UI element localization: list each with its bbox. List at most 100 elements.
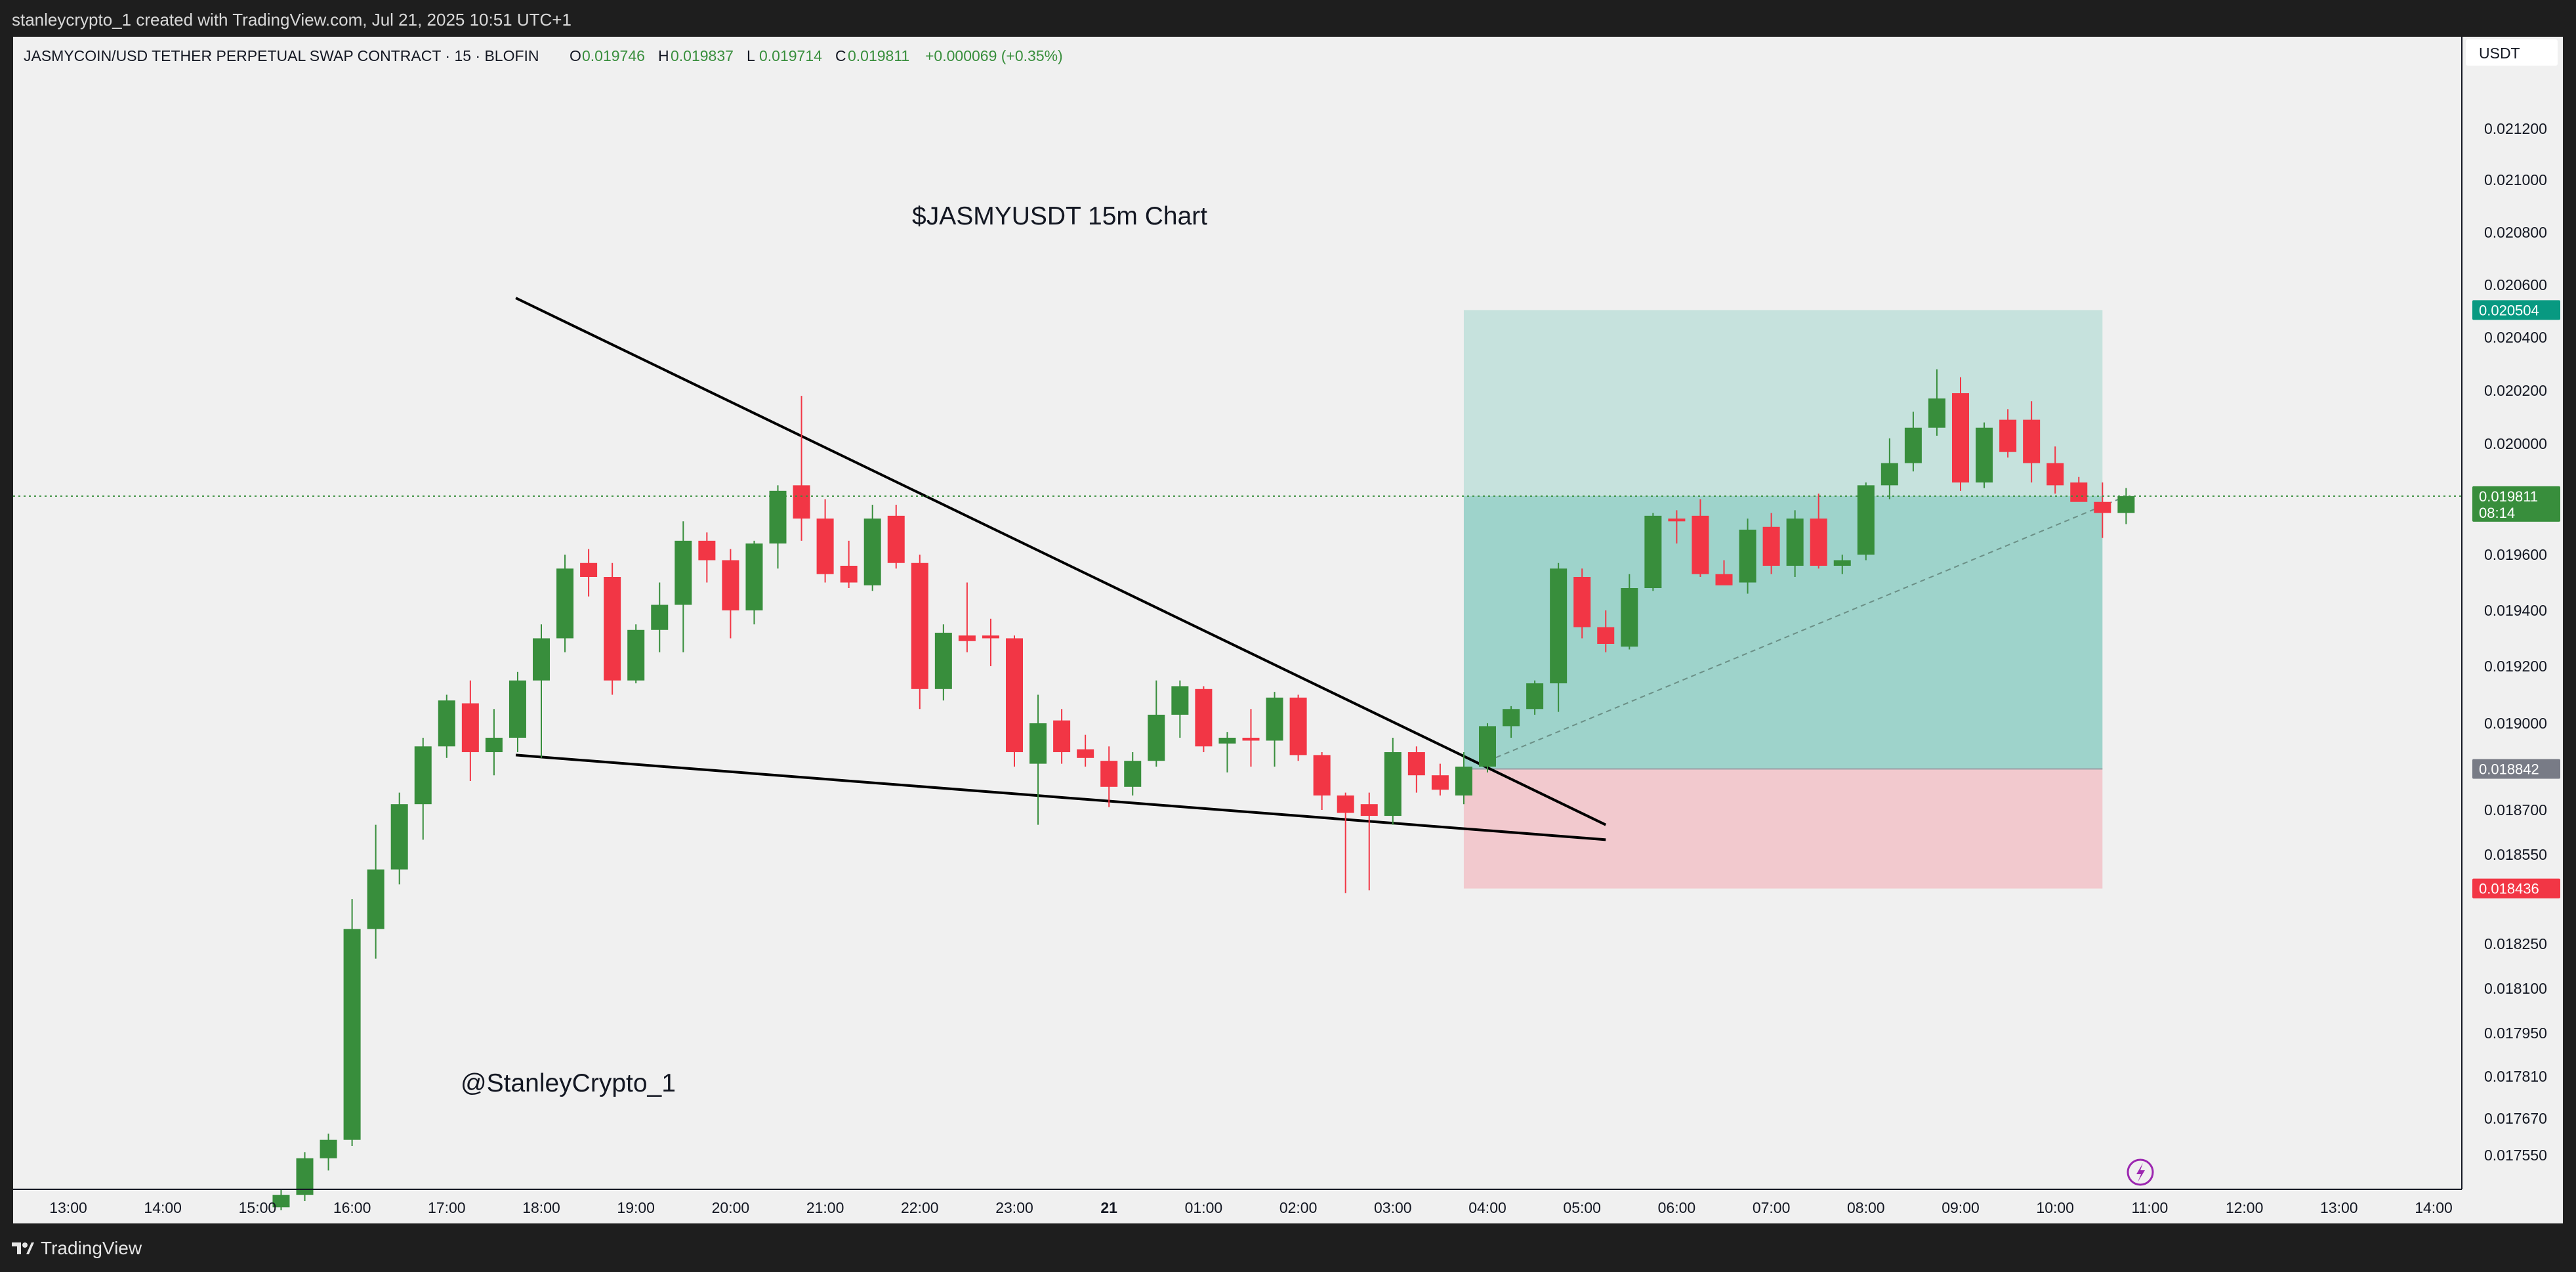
candle[interactable] bbox=[1100, 746, 1118, 807]
candle[interactable] bbox=[367, 824, 384, 959]
candle[interactable] bbox=[1621, 574, 1638, 650]
candle[interactable] bbox=[1029, 694, 1047, 825]
candle[interactable] bbox=[911, 555, 928, 710]
price-tick-label: 0.018550 bbox=[2484, 846, 2547, 863]
candle[interactable] bbox=[1904, 412, 1922, 472]
currency-badge[interactable] bbox=[2466, 39, 2558, 66]
time-tick-label: 03:00 bbox=[1374, 1199, 1412, 1216]
candle[interactable] bbox=[2117, 488, 2135, 524]
candle[interactable] bbox=[1218, 732, 1236, 773]
candle[interactable] bbox=[1479, 723, 1496, 773]
candle[interactable] bbox=[272, 1189, 290, 1210]
trendline-2[interactable] bbox=[515, 753, 1606, 841]
candle[interactable] bbox=[1526, 680, 1544, 715]
candle[interactable] bbox=[698, 532, 716, 583]
candle-body bbox=[1786, 519, 1804, 566]
price-axis[interactable] bbox=[2462, 37, 2563, 1223]
lightning-icon[interactable] bbox=[2127, 1158, 2154, 1186]
candle[interactable] bbox=[1833, 555, 1851, 574]
candle[interactable] bbox=[1148, 680, 1165, 767]
candle[interactable] bbox=[1644, 513, 1662, 591]
stop-price-badge: 0.018436 bbox=[2472, 878, 2560, 899]
candle[interactable] bbox=[2070, 477, 2088, 502]
candle[interactable] bbox=[982, 618, 999, 666]
candle[interactable] bbox=[1124, 752, 1142, 795]
candle[interactable] bbox=[1384, 738, 1402, 825]
tradingview-logo[interactable]: TradingView bbox=[12, 1238, 142, 1259]
candle[interactable] bbox=[1195, 686, 1213, 752]
candle[interactable] bbox=[1503, 706, 1520, 738]
candle[interactable] bbox=[1360, 792, 1378, 891]
candle[interactable] bbox=[627, 624, 645, 684]
candle[interactable] bbox=[1266, 692, 1283, 767]
candle[interactable] bbox=[1739, 519, 1756, 594]
candle[interactable] bbox=[1171, 680, 1189, 738]
candle[interactable] bbox=[2023, 401, 2041, 483]
candle[interactable] bbox=[533, 624, 550, 758]
candle[interactable] bbox=[1431, 763, 1449, 795]
candle[interactable] bbox=[1668, 510, 1686, 544]
candle[interactable] bbox=[651, 582, 669, 652]
candle[interactable] bbox=[1053, 709, 1071, 764]
candle[interactable] bbox=[793, 396, 810, 541]
candle[interactable] bbox=[485, 709, 503, 776]
candle[interactable] bbox=[1976, 422, 1993, 488]
candle[interactable] bbox=[2046, 446, 2064, 494]
candle[interactable] bbox=[840, 540, 858, 588]
candle[interactable] bbox=[769, 485, 787, 569]
candle[interactable] bbox=[934, 624, 952, 701]
candle[interactable] bbox=[1077, 734, 1094, 767]
candle[interactable] bbox=[1857, 482, 1875, 561]
candle-body bbox=[1479, 726, 1496, 767]
candle[interactable] bbox=[1455, 752, 1472, 805]
candle[interactable] bbox=[1313, 752, 1331, 810]
candle[interactable] bbox=[1550, 562, 1568, 712]
candle[interactable] bbox=[1952, 377, 1969, 491]
candle[interactable] bbox=[2094, 482, 2111, 538]
candle[interactable] bbox=[1573, 568, 1591, 639]
candle[interactable] bbox=[1928, 369, 1945, 436]
candle[interactable] bbox=[1715, 560, 1733, 585]
price-tick-label: 0.019000 bbox=[2484, 715, 2547, 732]
candle[interactable] bbox=[1597, 610, 1615, 652]
candle-body bbox=[1880, 463, 1898, 486]
candle[interactable] bbox=[390, 792, 408, 885]
candle[interactable] bbox=[580, 549, 598, 597]
candle-body bbox=[1550, 568, 1568, 684]
candle[interactable] bbox=[1006, 635, 1023, 767]
candle[interactable] bbox=[1242, 709, 1260, 767]
chart-area[interactable]: JASMYCOIN/USD TETHER PERPETUAL SWAP CONT… bbox=[13, 37, 2563, 1223]
price-tick-label: 0.018700 bbox=[2484, 801, 2547, 818]
candle[interactable] bbox=[816, 499, 834, 583]
candlestick-chart[interactable]: JASMYCOIN/USD TETHER PERPETUAL SWAP CONT… bbox=[13, 37, 2563, 1223]
candle[interactable] bbox=[887, 504, 905, 569]
candle[interactable] bbox=[1407, 746, 1425, 793]
candle[interactable] bbox=[556, 555, 574, 652]
candle[interactable] bbox=[1880, 438, 1898, 499]
time-tick-label: 13:00 bbox=[2320, 1199, 2358, 1216]
candle-body bbox=[1952, 393, 1969, 483]
candle[interactable] bbox=[1762, 513, 1780, 574]
candle[interactable] bbox=[438, 694, 455, 758]
legend-c-label: C bbox=[835, 47, 846, 64]
candle[interactable] bbox=[604, 562, 621, 695]
candle[interactable] bbox=[745, 540, 763, 625]
candle[interactable] bbox=[1337, 792, 1354, 893]
candle[interactable] bbox=[509, 671, 526, 752]
candle[interactable] bbox=[722, 549, 739, 639]
candle-body bbox=[272, 1195, 290, 1208]
candle[interactable] bbox=[461, 680, 479, 781]
candle[interactable] bbox=[1810, 494, 1827, 569]
candle[interactable] bbox=[863, 504, 881, 591]
candle[interactable] bbox=[320, 1134, 337, 1171]
candle[interactable] bbox=[1692, 499, 1709, 578]
candle[interactable] bbox=[1786, 510, 1804, 577]
candle[interactable] bbox=[1289, 694, 1307, 761]
candle[interactable] bbox=[1999, 409, 2017, 458]
trendline-1[interactable] bbox=[515, 297, 1607, 826]
candle[interactable] bbox=[675, 521, 692, 652]
candle[interactable] bbox=[296, 1152, 314, 1201]
candle[interactable] bbox=[958, 582, 976, 652]
candle[interactable] bbox=[414, 738, 432, 840]
candle[interactable] bbox=[343, 899, 361, 1146]
